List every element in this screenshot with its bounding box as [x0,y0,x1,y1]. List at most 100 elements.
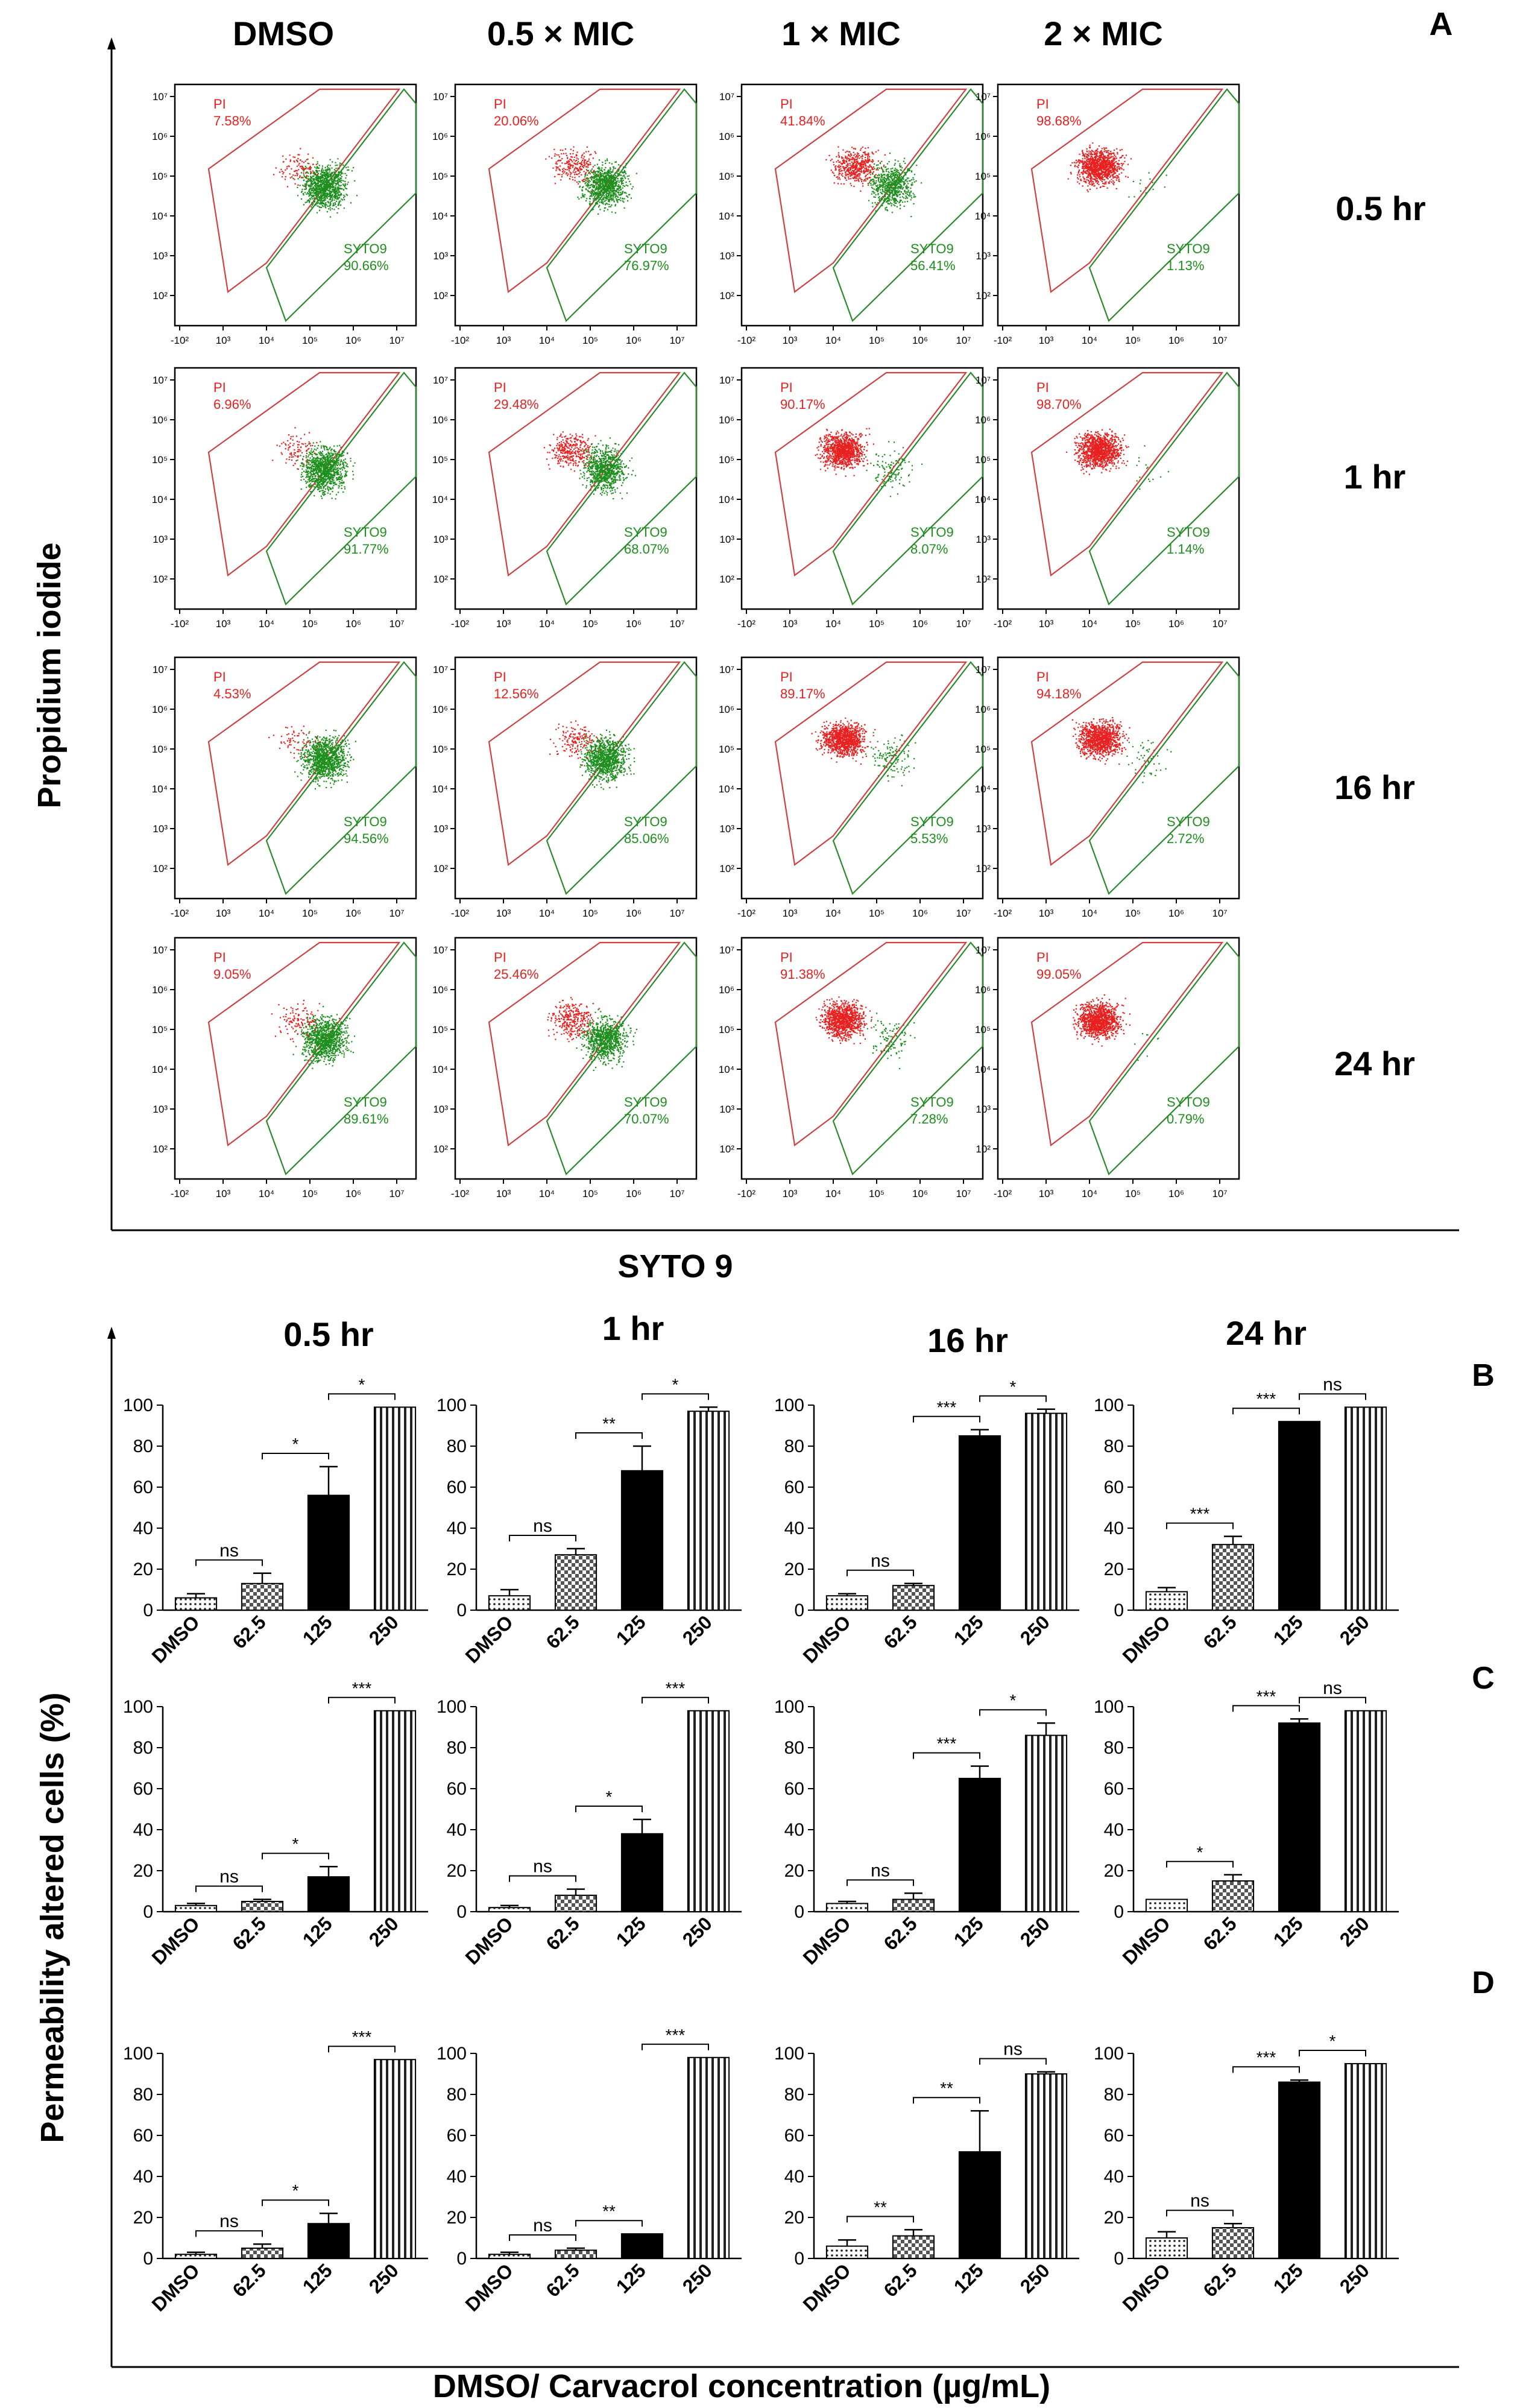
time-header-16-hr: 16 hr [927,1321,1008,1359]
flow-plot: -10²10⁷10³10⁶10⁴10⁵10⁵10⁴10⁶10³10⁷10²PI9… [719,367,984,630]
pi-percent: 99.05% [1036,967,1082,982]
panel-a-letter: A [1430,6,1453,42]
x-tick-label: 10³ [1039,908,1054,919]
syto9-gate-label: SYTO9 [344,814,387,829]
bar-y-tick-label: 80 [133,2085,153,2105]
x-tick-label: -10² [451,618,470,630]
row-label-1-hr: 1 hr [1344,458,1406,496]
bar [554,2249,598,2259]
y-tick-label: 10³ [976,823,991,835]
x-tick-label: 10⁴ [825,908,841,919]
bar-y-tick-label: 60 [447,1477,467,1497]
significance-label: * [1010,1377,1017,1396]
pi-gate-label: PI [213,669,226,684]
x-tick-label: 10⁶ [626,1188,642,1199]
column-header-2-mic: 2 × MIC [1044,14,1163,52]
panel-a-y-axis-label: Propidium iodide [31,543,68,809]
bar-y-tick-label: 40 [1104,2167,1124,2187]
panel-a-x-axis-label: SYTO 9 [617,1248,733,1285]
x-tick-label: 10⁵ [302,335,318,346]
significance-bracket [509,2234,576,2241]
syto9-gate-label: SYTO9 [1167,525,1210,540]
bar-y-tick-label: 100 [123,1697,153,1717]
syto9-gate-label: SYTO9 [624,814,667,829]
flow-plot: -10² 10⁷ 10³ 10⁶ 10⁴ 10⁵ 10⁵ 10⁴ 10⁶ 10³ 10⁷ 10² PI 1… [432,656,698,919]
x-tick-label: 10³ [216,1188,231,1199]
pi-percent: 89.17% [780,686,825,701]
syto9-events [579,437,637,500]
pi-events [272,427,318,470]
y-tick-label: 10³ [153,823,168,835]
y-tick-label: 10⁶ [432,131,448,142]
syto9-events [575,729,635,790]
x-tick-label: 10⁴ [825,618,841,630]
bar [892,1898,935,1913]
x-tick-label: 10⁵ [582,1188,598,1199]
significance-bracket [509,1875,576,1882]
bar-y-tick-label: 0 [1114,2249,1124,2269]
y-tick-label: 10⁶ [152,984,168,996]
significance-bracket [913,1415,980,1423]
y-tick-label: 10² [719,574,734,585]
y-tick-label: 10² [976,1143,991,1155]
syto9-events [292,1006,356,1069]
syto9-gate-label: SYTO9 [1167,241,1210,256]
y-tick-label: 10⁵ [152,744,168,755]
pi-gate [1030,88,1224,293]
bar-y-tick-label: 80 [133,1738,153,1758]
bar-y-tick-label: 40 [447,1820,467,1840]
x-tick-label: 10⁴ [1082,335,1097,346]
y-tick-label: 10⁵ [719,1024,734,1035]
significance-label: *** [937,1398,957,1417]
y-tick-label: 10⁴ [432,494,448,505]
bar-category-label: DMSO [461,1912,517,1968]
y-tick-label: 10⁷ [153,374,168,386]
bar-y-tick-label: 20 [784,1861,804,1881]
bar-category-label: 250 [365,1611,403,1649]
pi-events [1067,142,1132,192]
syto9-percent: 1.14% [1167,542,1204,557]
syto9-percent: 7.28% [910,1111,948,1127]
pi-percent: 12.56% [494,686,539,701]
y-tick-label: 10⁴ [152,1064,168,1075]
x-tick-label: -10² [171,1188,189,1199]
bar-category-label: DMSO [799,2259,855,2315]
bar [1145,1898,1188,1913]
x-tick-label: 10⁵ [582,908,598,919]
flow-plot: -10²10⁷10³10⁶10⁴10⁵10⁵10⁴10⁶10³10⁷10²PI9… [975,367,1240,630]
bar-y-tick-label: 60 [447,2126,467,2146]
significance-bracket [195,1559,263,1566]
significance-label: ns [533,1516,552,1536]
bar-category-label: DMSO [799,1611,855,1667]
x-tick-label: 10⁷ [389,335,404,346]
flow-plot: -10²10⁷10³10⁶10⁴10⁵10⁵10⁴10⁶10³10⁷10²PI9… [975,83,1240,346]
bar-category-label: 62.5 [541,1611,583,1652]
y-tick-label: 10⁴ [152,210,168,222]
bar-category-label: 62.5 [541,2259,583,2301]
x-tick-label: 10⁵ [1125,335,1141,346]
y-tick-label: 10⁷ [433,91,448,103]
significance-label: ns [533,1857,552,1877]
bar-y-tick-label: 20 [447,1560,467,1579]
x-tick-label: 10⁷ [956,335,971,346]
bar-y-tick-label: 60 [1104,2126,1124,2146]
y-tick-label: 10⁵ [152,171,168,182]
flow-plot-frame [174,83,417,327]
significance-label: ** [874,2198,887,2216]
significance-label: *** [1257,1389,1276,1408]
x-tick-label: 10⁶ [1168,618,1184,630]
bar-y-tick-label: 100 [774,1395,804,1415]
bar-y-tick-label: 60 [133,1477,153,1497]
y-tick-label: 10⁷ [976,374,991,386]
significance-label: ns [533,2216,552,2236]
syto9-gate [1088,371,1240,605]
x-tick-label: 10⁶ [912,618,928,630]
bar [687,1411,730,1611]
x-tick-label: 10⁷ [389,1188,404,1199]
y-tick-label: 10² [719,290,734,302]
x-tick-label: 10⁷ [956,908,971,919]
